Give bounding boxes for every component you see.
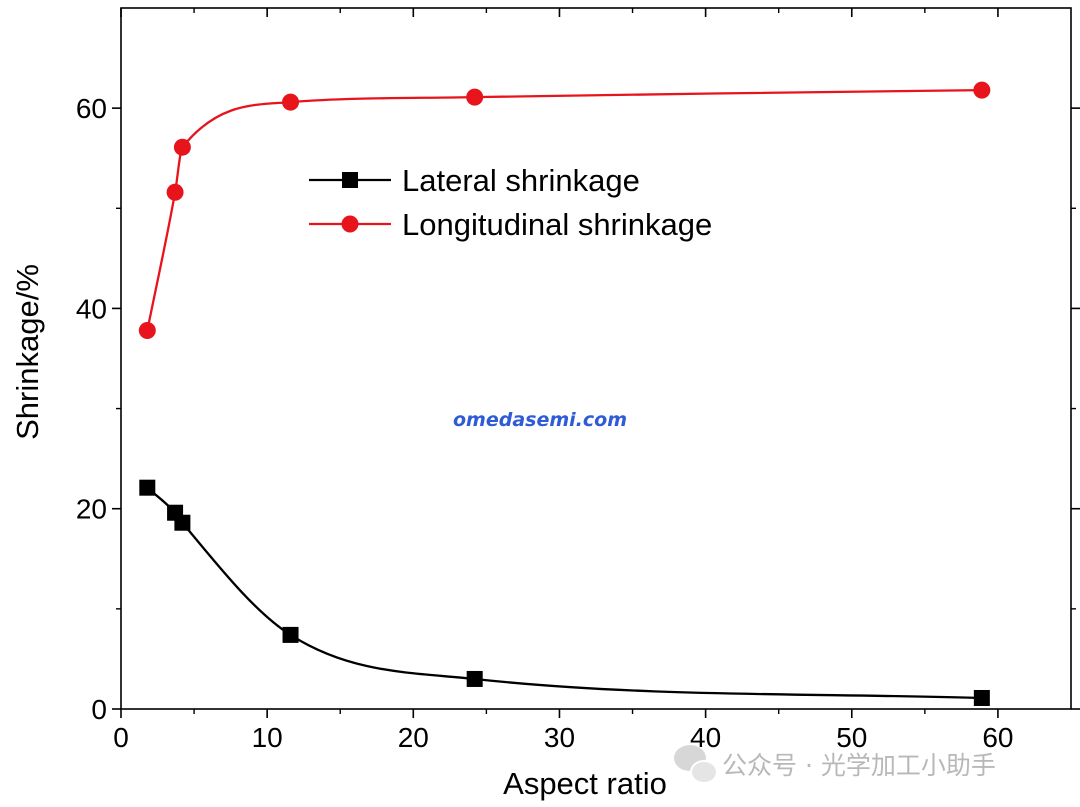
y-tick-label: 20 — [76, 494, 107, 525]
x-tick-label: 30 — [544, 722, 575, 753]
data-point-series-1 — [282, 93, 300, 111]
watermark-account: 公众号 · 光学加工小助手 — [674, 745, 996, 784]
x-tick-label: 50 — [836, 722, 867, 753]
plot-frame — [120, 7, 1072, 710]
x-tick-label: 10 — [252, 722, 283, 753]
x-tick-label: 0 — [113, 722, 129, 753]
data-point-series-1 — [466, 88, 484, 106]
y-axis-title: Shrinkage/% — [10, 264, 45, 440]
data-point-series-1 — [173, 138, 191, 156]
x-tick-label: 20 — [398, 722, 429, 753]
wechat-icon — [674, 745, 718, 784]
legend-marker-lateral — [342, 172, 358, 188]
x-tick-label: 60 — [982, 722, 1013, 753]
y-tick-label: 60 — [76, 93, 107, 124]
data-point-series-1 — [138, 321, 156, 339]
fit-curve-series-0 — [146, 486, 982, 700]
data-point-series-0 — [174, 514, 191, 531]
legend-marker-longitudinal — [341, 215, 359, 233]
watermark-site: omedasemi.com — [453, 409, 627, 431]
data-point-series-0 — [973, 689, 990, 706]
y-tick-label: 40 — [76, 293, 107, 324]
data-point-series-1 — [166, 183, 184, 201]
data-point-series-0 — [282, 626, 299, 643]
watermark-account-text: 公众号 · 光学加工小助手 — [722, 751, 996, 780]
data-points — [138, 81, 991, 706]
data-point-series-0 — [466, 670, 483, 687]
legend: Lateral shrinkage Longitudinal shrinkage — [309, 163, 712, 242]
legend-label-lateral: Lateral shrinkage — [402, 163, 640, 198]
y-tick-label: 0 — [91, 694, 107, 725]
legend-label-longitudinal: Longitudinal shrinkage — [402, 207, 712, 242]
axis-ticks — [112, 8, 1080, 718]
data-point-series-1 — [973, 81, 991, 99]
data-point-series-0 — [139, 479, 156, 496]
x-axis-title: Aspect ratio — [503, 766, 667, 801]
